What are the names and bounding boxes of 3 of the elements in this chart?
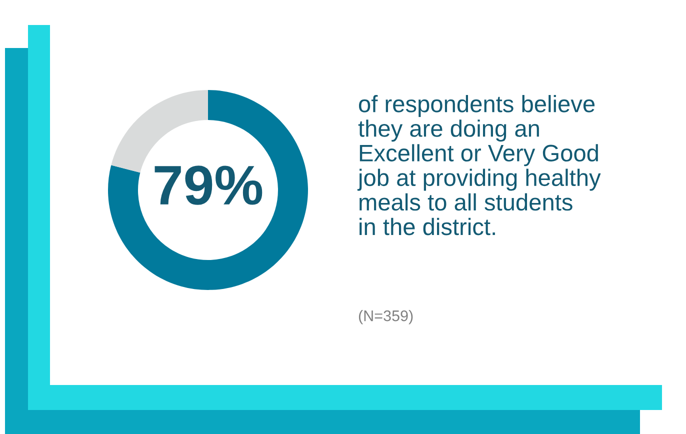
- text: (N=359): [358, 310, 413, 324]
- data-label: 79%: [154, 166, 262, 205]
- text: of respondents believe they are doing an Excellent or Very Good job at providing healthy meals to all students in the district.: [357, 95, 601, 236]
